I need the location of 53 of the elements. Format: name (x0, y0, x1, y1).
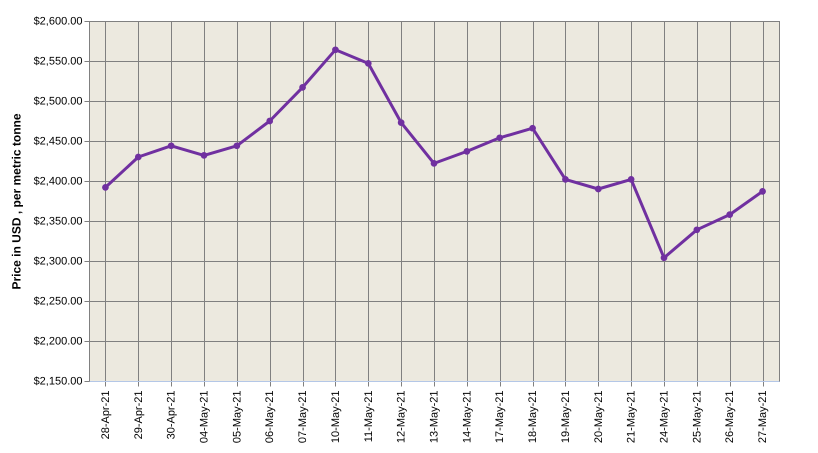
y-tick-label: $2,300.00 (34, 256, 82, 268)
point (332, 46, 339, 54)
y-tick-label: $2,150.00 (34, 376, 82, 388)
point (726, 211, 734, 218)
x-tick-label: 27-May-21 (757, 390, 770, 444)
y-tick-label: $2,350.00 (34, 216, 82, 228)
x-tick-label: 28-Apr-21 (100, 390, 112, 440)
x-tick-label: 06-May-21 (264, 390, 276, 444)
y-tick-label: $2,400.00 (34, 176, 82, 188)
y-tick-label: $2,500.00 (34, 96, 82, 108)
point (398, 119, 404, 126)
x-tick-label: 05-May-21 (231, 390, 244, 444)
x-tick-label: 11-May-21 (362, 390, 375, 442)
x-tick-label: 20-May-21 (592, 390, 605, 444)
x-tick-label: 24-May-21 (658, 390, 670, 444)
y-tick-label: $2,200.00 (34, 336, 82, 348)
point (266, 118, 274, 124)
point (299, 84, 306, 91)
x-tick-label: 04-May-21 (198, 390, 210, 444)
point (594, 186, 602, 192)
x-tick-label: 19-May-21 (560, 390, 572, 444)
x-tick-label: 17-May-21 (494, 390, 506, 444)
point (562, 176, 569, 183)
x-tick-label: 26-May-21 (724, 390, 736, 444)
y-axis-title: Price in USD , per metric tonne (10, 113, 24, 290)
y-tick-label: $2,600.00 (34, 16, 82, 28)
x-tick-label: 29-Apr-21 (132, 390, 145, 440)
y-tick-label: $2,250.00 (34, 296, 82, 308)
point (234, 142, 240, 150)
point (529, 124, 536, 132)
x-tick-label: 07-May-21 (297, 390, 310, 444)
point (200, 152, 208, 159)
x-tick-label: 13-May-21 (428, 390, 440, 444)
point (464, 148, 470, 155)
point (168, 142, 174, 150)
x-tick-label: 12-May-21 (396, 390, 408, 444)
y-tick-label: $2,450.00 (34, 136, 82, 148)
x-tick-label: 10-May-21 (330, 390, 342, 444)
point (628, 176, 634, 183)
y-tick-label: $2,550.00 (34, 56, 82, 68)
point (759, 188, 766, 195)
x-tick-label: 30-Apr-21 (166, 390, 178, 440)
point (134, 154, 142, 160)
point (660, 254, 668, 262)
point (694, 226, 700, 234)
x-tick-label: 18-May-21 (527, 390, 540, 444)
x-tick-label: 14-May-21 (461, 390, 474, 444)
point (364, 60, 372, 67)
point (496, 134, 504, 142)
point (430, 160, 438, 167)
x-tick-label: 25-May-21 (691, 390, 704, 444)
x-tick-label: 21-May-21 (626, 390, 638, 444)
point (102, 184, 109, 191)
